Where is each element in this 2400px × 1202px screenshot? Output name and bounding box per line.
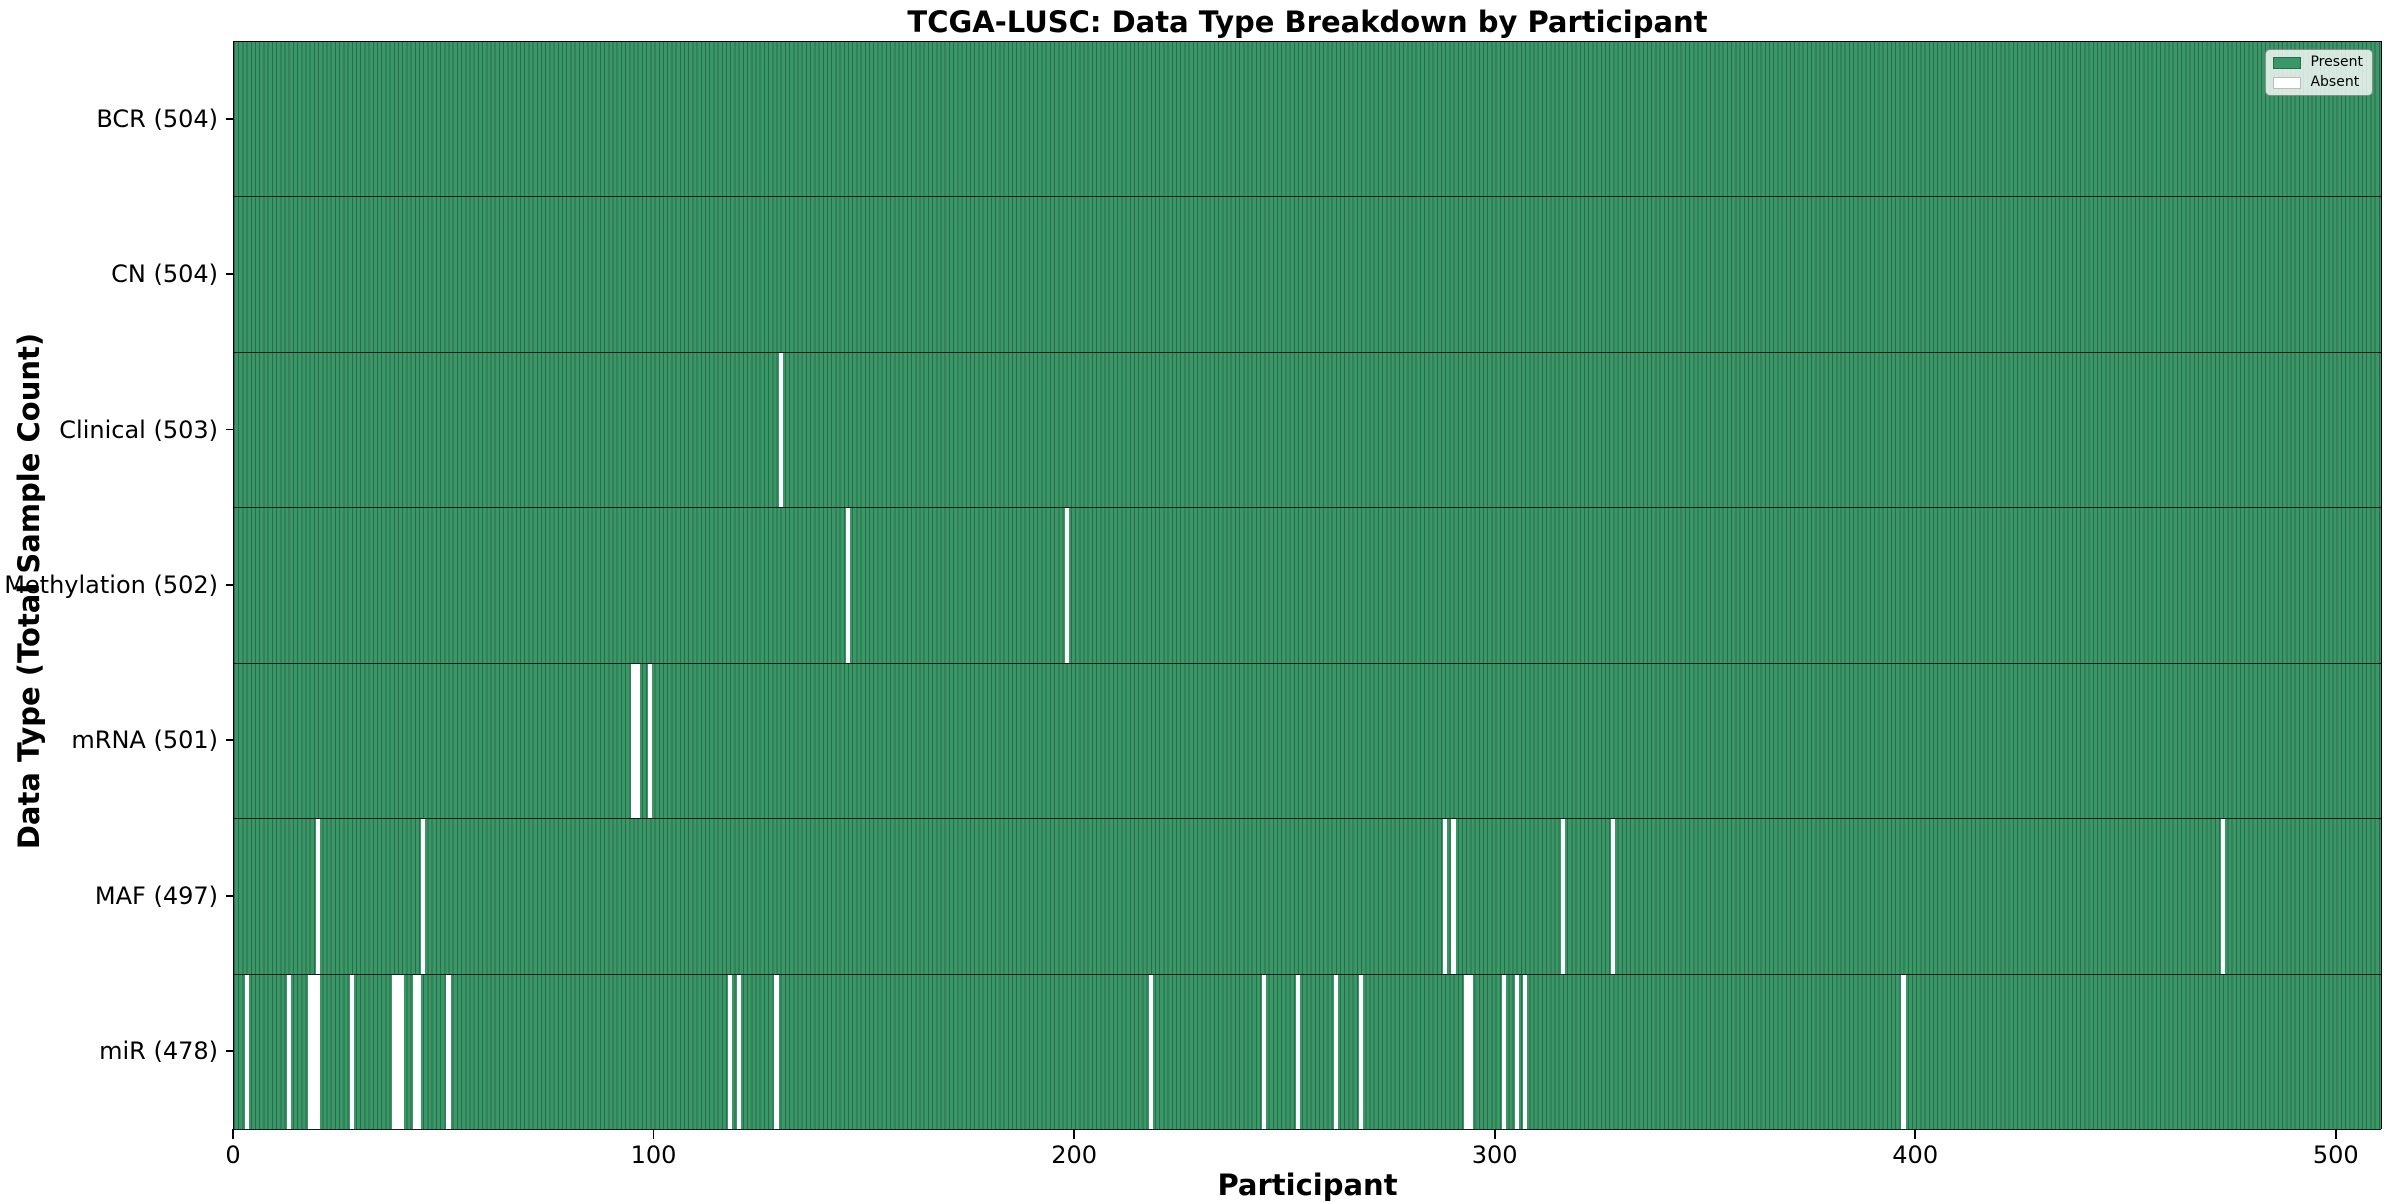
x-tick-mark	[2334, 1129, 2337, 1139]
y-tick-label: mRNA (501)	[71, 726, 218, 755]
present-swatch-icon	[2273, 56, 2302, 69]
absent-gap	[316, 819, 321, 974]
y-tick-mark	[226, 273, 233, 275]
x-tick-mark	[652, 1129, 655, 1139]
absent-gap	[412, 974, 417, 1129]
y-tick-label: Methylation (502)	[4, 571, 218, 599]
y-tick-mark	[226, 584, 233, 586]
absent-gap	[1611, 819, 1616, 974]
absent-gap	[1451, 819, 1456, 974]
absent-gap	[845, 508, 851, 663]
absent-gap	[648, 663, 653, 819]
x-tick-label: 300	[1471, 1141, 1518, 1169]
absent-gap	[1464, 974, 1469, 1129]
x-tick-mark	[232, 1129, 234, 1139]
absent-gap	[1468, 974, 1473, 1129]
legend-present-label: Present	[2310, 54, 2363, 70]
x-tick-label: 400	[1892, 1141, 1939, 1169]
absent-gap	[1522, 974, 1528, 1129]
x-tick-label: 500	[2312, 1141, 2359, 1169]
absent-gap	[446, 974, 451, 1129]
absent-gap	[1295, 974, 1301, 1129]
legend-absent-label: Absent	[2310, 74, 2360, 90]
absent-gap	[286, 974, 291, 1129]
absent-gap	[244, 974, 249, 1129]
x-tick-mark	[1493, 1129, 1496, 1139]
legend-entry-present: Present	[2273, 55, 2363, 70]
absent-gap	[1333, 974, 1338, 1129]
chart-row	[234, 663, 2381, 820]
absent-gap	[307, 974, 312, 1129]
plot-area: Present Absent	[233, 41, 2382, 1130]
y-tick-mark	[226, 117, 233, 120]
absent-gap	[1262, 974, 1267, 1129]
absent-gap	[778, 352, 783, 508]
legend: Present Absent	[2265, 49, 2373, 96]
absent-gap	[1443, 819, 1448, 974]
absent-gap	[1064, 508, 1069, 663]
absent-gap	[416, 974, 422, 1129]
absent-gap	[631, 663, 636, 819]
chart-row	[234, 974, 2381, 1130]
absent-swatch-icon	[2273, 76, 2302, 89]
absent-gap	[635, 663, 640, 819]
absent-gap	[1148, 974, 1153, 1129]
x-axis-title: Participant	[1217, 1168, 1398, 1202]
y-tick-label: BCR (504)	[96, 104, 218, 133]
chart-row	[234, 819, 2381, 975]
absent-gap	[1901, 974, 1906, 1129]
absent-gap	[1501, 974, 1507, 1129]
absent-gap	[1514, 974, 1519, 1129]
absent-gap	[736, 974, 741, 1129]
absent-gap	[395, 974, 401, 1129]
chart-row	[234, 197, 2381, 353]
chart-row	[234, 42, 2381, 198]
chart-row	[234, 352, 2381, 509]
x-tick-label: 0	[225, 1141, 241, 1169]
absent-gap	[391, 974, 396, 1129]
absent-gap	[400, 974, 405, 1129]
absent-gap	[421, 819, 426, 974]
y-tick-label: CN (504)	[111, 260, 218, 289]
y-tick-label: miR (478)	[99, 1037, 218, 1066]
absent-gap	[2221, 819, 2226, 974]
y-tick-mark	[226, 1050, 233, 1053]
x-tick-mark	[1073, 1129, 1075, 1139]
absent-gap	[728, 974, 733, 1129]
x-tick-label: 200	[1051, 1141, 1097, 1169]
absent-gap	[774, 974, 779, 1129]
absent-gap	[316, 974, 321, 1129]
x-tick-mark	[1914, 1129, 1917, 1139]
legend-entry-absent: Absent	[2273, 75, 2363, 90]
chart-row	[234, 508, 2381, 664]
y-tick-mark	[226, 894, 233, 897]
absent-gap	[1358, 974, 1364, 1129]
y-tick-mark	[226, 739, 233, 742]
y-tick-mark	[226, 428, 233, 431]
absent-gap	[349, 974, 354, 1129]
absent-gap	[1560, 819, 1566, 974]
y-tick-label: MAF (497)	[94, 881, 218, 910]
x-tick-label: 100	[630, 1141, 677, 1169]
absent-gap	[311, 974, 316, 1129]
chart-title: TCGA-LUSC: Data Type Breakdown by Partic…	[907, 5, 1708, 39]
y-tick-label: Clinical (503)	[59, 415, 218, 444]
